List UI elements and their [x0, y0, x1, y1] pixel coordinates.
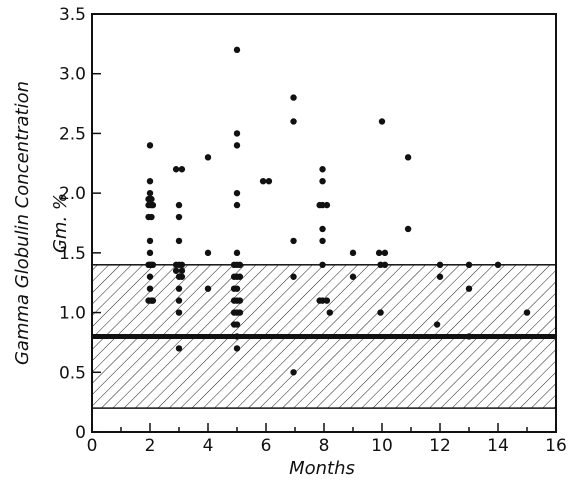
data-point — [175, 237, 183, 245]
data-point — [236, 309, 244, 316]
x-tick-label: 14 — [487, 436, 509, 456]
y-tick-label: 3.0 — [59, 65, 86, 85]
data-point — [319, 261, 326, 268]
data-point — [433, 321, 441, 328]
data-point — [436, 273, 444, 280]
data-point — [175, 297, 183, 304]
data-point — [323, 201, 331, 209]
data-point — [148, 213, 155, 221]
data-point — [316, 297, 323, 304]
data-point — [146, 249, 154, 257]
data-point — [175, 285, 183, 292]
data-point — [175, 213, 183, 221]
data-point — [378, 118, 386, 125]
data-point — [233, 130, 241, 137]
data-point — [236, 261, 244, 268]
x-tick-label: 12 — [429, 436, 451, 456]
x-tick-label: 8 — [319, 436, 330, 456]
x-tick-label: 10 — [371, 436, 393, 456]
y-tick-label: 2.5 — [59, 124, 86, 144]
data-point — [265, 178, 273, 185]
data-point — [319, 225, 326, 233]
x-tick-label: 4 — [203, 436, 214, 456]
data-point — [233, 249, 241, 257]
data-point — [236, 297, 244, 304]
data-point — [233, 333, 241, 340]
y-tick-label: 3.5 — [59, 5, 86, 25]
data-point — [290, 369, 297, 376]
data-point — [178, 267, 186, 274]
data-point — [290, 118, 297, 125]
data-point — [319, 178, 326, 185]
data-point — [149, 201, 157, 209]
data-point — [204, 249, 212, 257]
data-point — [349, 249, 357, 257]
data-point — [465, 333, 473, 340]
data-point — [465, 285, 473, 292]
x-tick-label: 2 — [145, 436, 156, 456]
data-point — [175, 201, 183, 209]
data-point — [146, 237, 154, 245]
data-point — [404, 225, 412, 233]
data-point — [381, 249, 389, 257]
data-point — [233, 46, 241, 54]
data-point — [375, 249, 383, 257]
data-point — [146, 273, 154, 280]
data-point — [146, 285, 154, 292]
data-point — [175, 345, 183, 352]
data-point — [149, 297, 157, 304]
data-point — [316, 201, 323, 209]
data-point — [178, 166, 186, 173]
data-point — [149, 261, 157, 268]
data-point — [233, 142, 241, 149]
data-point — [436, 261, 444, 268]
data-point — [233, 201, 241, 209]
y-axis-unit: Gm. % — [50, 193, 71, 253]
data-point — [326, 309, 333, 316]
y-tick-label: 0 — [75, 423, 86, 443]
data-point — [236, 273, 244, 280]
data-point — [290, 94, 297, 101]
data-point — [172, 267, 180, 274]
data-point — [172, 166, 180, 173]
data-point — [290, 237, 297, 245]
x-axis-title: Months — [289, 458, 355, 479]
data-point — [233, 189, 241, 197]
x-tick-label: 16 — [545, 436, 567, 456]
data-point — [494, 261, 502, 268]
y-tick-label: 0.5 — [59, 363, 86, 383]
data-point — [233, 285, 241, 292]
data-point — [465, 261, 473, 268]
y-axis-title: Gamma Globulin Concentration — [12, 81, 33, 365]
data-point — [290, 273, 297, 280]
data-point — [146, 189, 154, 197]
data-point — [204, 285, 212, 292]
y-tick-label: 1.5 — [59, 244, 86, 264]
data-point — [381, 261, 389, 268]
data-point — [178, 261, 186, 268]
data-point — [146, 142, 154, 149]
data-point — [259, 178, 267, 185]
data-point — [319, 166, 326, 173]
y-tick-label: 1.0 — [59, 304, 86, 324]
data-point — [148, 195, 155, 203]
data-point — [233, 321, 241, 328]
data-point — [377, 309, 384, 316]
data-point — [319, 237, 326, 245]
y-tick-label: 2.0 — [59, 184, 86, 204]
data-point — [323, 297, 331, 304]
data-point — [404, 154, 412, 161]
data-point — [349, 273, 357, 280]
data-point — [146, 178, 154, 185]
x-tick-label: 6 — [261, 436, 272, 456]
x-tick-label: 0 — [87, 436, 98, 456]
data-point — [204, 154, 212, 161]
data-point — [178, 273, 186, 280]
data-point — [523, 309, 531, 316]
data-point — [175, 309, 183, 316]
data-point — [233, 345, 241, 352]
